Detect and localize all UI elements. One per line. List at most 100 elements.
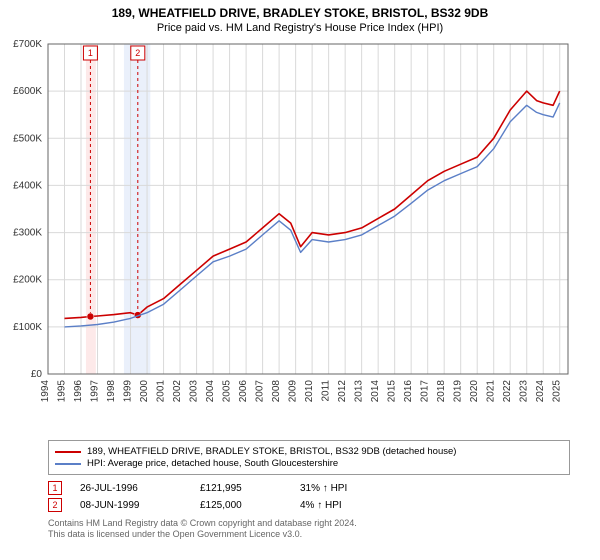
x-tick: 2020 <box>469 380 480 403</box>
sale-marker-index: 1 <box>88 48 93 58</box>
x-tick: 2011 <box>321 380 332 402</box>
x-tick: 2018 <box>436 380 447 403</box>
x-tick: 2017 <box>420 380 431 403</box>
sale-row: 2 08-JUN-1999£125,0004% ↑ HPI <box>48 498 570 512</box>
x-tick-label: 2022 <box>502 380 513 403</box>
x-tick: 2016 <box>403 380 414 403</box>
x-tick: 2006 <box>238 380 249 403</box>
x-tick: 2025 <box>552 380 563 403</box>
legend-swatch <box>55 463 81 465</box>
x-tick: 2005 <box>222 380 233 403</box>
sale-price: £121,995 <box>200 483 300 494</box>
x-tick: 2008 <box>271 380 282 403</box>
x-tick: 1997 <box>90 380 101 403</box>
y-tick-label: £300K <box>13 228 42 239</box>
x-tick-label: 2008 <box>271 380 282 403</box>
footnote-line-2: This data is licensed under the Open Gov… <box>48 529 570 540</box>
x-tick: 2010 <box>304 380 315 403</box>
x-tick: 2002 <box>172 380 183 403</box>
x-tick: 2024 <box>535 380 546 403</box>
x-tick: 2003 <box>189 380 200 403</box>
y-tick-label: £600K <box>13 86 42 97</box>
x-tick: 1999 <box>123 380 134 403</box>
x-tick-label: 2018 <box>436 380 447 403</box>
x-tick-label: 2000 <box>139 380 150 403</box>
y-tick-label: £0 <box>31 369 43 380</box>
x-tick: 1996 <box>73 380 84 403</box>
x-tick-label: 1994 <box>40 380 51 403</box>
y-tick-label: £500K <box>13 133 42 144</box>
x-tick-label: 2010 <box>304 380 315 403</box>
x-tick: 1998 <box>106 380 117 403</box>
x-tick: 2021 <box>486 380 497 403</box>
highlight-band <box>124 44 150 374</box>
x-tick-label: 2023 <box>519 380 530 403</box>
legend-swatch <box>55 451 81 453</box>
x-tick-label: 2012 <box>337 380 348 403</box>
sale-point <box>87 313 94 320</box>
y-tick-label: £400K <box>13 180 42 191</box>
x-tick: 2013 <box>354 380 365 403</box>
legend-label: HPI: Average price, detached house, Sout… <box>87 458 338 469</box>
x-tick: 2014 <box>370 380 381 403</box>
line-chart-svg: £0 £100K £200K £300K £400K £500K £600K £700K 199… <box>0 36 600 436</box>
sale-pct: 4% ↑ HPI <box>300 500 380 511</box>
legend-label: 189, WHEATFIELD DRIVE, BRADLEY STOKE, BR… <box>87 446 456 457</box>
x-tick: 2007 <box>255 380 266 403</box>
x-tick-label: 2011 <box>321 380 332 402</box>
x-tick: 2023 <box>519 380 530 403</box>
sale-date: 26-JUL-1996 <box>80 483 200 494</box>
legend-row: 189, WHEATFIELD DRIVE, BRADLEY STOKE, BR… <box>55 446 563 457</box>
chart-area: £0 £100K £200K £300K £400K £500K £600K £700K 199… <box>0 36 600 436</box>
x-tick-label: 2017 <box>420 380 431 403</box>
x-tick-label: 1999 <box>123 380 134 403</box>
x-tick-label: 1996 <box>73 380 84 403</box>
x-tick: 2015 <box>387 380 398 403</box>
x-tick-label: 2007 <box>255 380 266 403</box>
footnote-line-1: Contains HM Land Registry data © Crown c… <box>48 518 570 529</box>
x-tick-label: 2004 <box>205 380 216 403</box>
sale-marker-index: 2 <box>135 48 140 58</box>
x-tick-label: 2009 <box>288 380 299 403</box>
x-tick: 2009 <box>288 380 299 403</box>
x-tick-label: 2013 <box>354 380 365 403</box>
x-tick-label: 1998 <box>106 380 117 403</box>
x-tick-label: 2005 <box>222 380 233 403</box>
y-tick-label: £200K <box>13 275 42 286</box>
y-tick-label: £700K <box>13 39 42 50</box>
x-tick-label: 2019 <box>453 380 464 403</box>
sale-date: 08-JUN-1999 <box>80 500 200 511</box>
chart-title-line-1: 189, WHEATFIELD DRIVE, BRADLEY STOKE, BR… <box>10 6 590 20</box>
x-tick: 2004 <box>205 380 216 403</box>
x-tick-label: 2001 <box>156 380 167 403</box>
x-tick: 2000 <box>139 380 150 403</box>
x-tick-label: 2003 <box>189 380 200 403</box>
x-tick-label: 2024 <box>535 380 546 403</box>
sale-pct: 31% ↑ HPI <box>300 483 380 494</box>
legend: 189, WHEATFIELD DRIVE, BRADLEY STOKE, BR… <box>48 440 570 475</box>
sale-row-marker: 2 <box>48 498 62 512</box>
x-tick-label: 2002 <box>172 380 183 403</box>
sale-row: 1 26-JUL-1996£121,99531% ↑ HPI <box>48 481 570 495</box>
x-tick: 1994 <box>40 380 51 403</box>
sale-row-marker: 1 <box>48 481 62 495</box>
x-tick-label: 2021 <box>486 380 497 403</box>
footnote: Contains HM Land Registry data © Crown c… <box>48 518 570 541</box>
sales-table: 1 26-JUL-1996£121,99531% ↑ HPI 2 08-JUN-199… <box>48 481 570 512</box>
x-tick: 2001 <box>156 380 167 403</box>
x-tick-label: 1997 <box>90 380 101 403</box>
x-tick-label: 2015 <box>387 380 398 403</box>
x-tick-label: 2020 <box>469 380 480 403</box>
chart-title-block: 189, WHEATFIELD DRIVE, BRADLEY STOKE, BR… <box>0 0 600 36</box>
y-tick-label: £100K <box>13 322 42 333</box>
x-tick: 1995 <box>57 380 68 403</box>
x-tick: 2022 <box>502 380 513 403</box>
chart-title-line-2: Price paid vs. HM Land Registry's House … <box>10 22 590 34</box>
x-tick-label: 2025 <box>552 380 563 403</box>
legend-row: HPI: Average price, detached house, Sout… <box>55 458 563 469</box>
x-tick-label: 2006 <box>238 380 249 403</box>
x-tick-label: 2016 <box>403 380 414 403</box>
sale-price: £125,000 <box>200 500 300 511</box>
x-tick: 2012 <box>337 380 348 403</box>
x-tick: 2019 <box>453 380 464 403</box>
